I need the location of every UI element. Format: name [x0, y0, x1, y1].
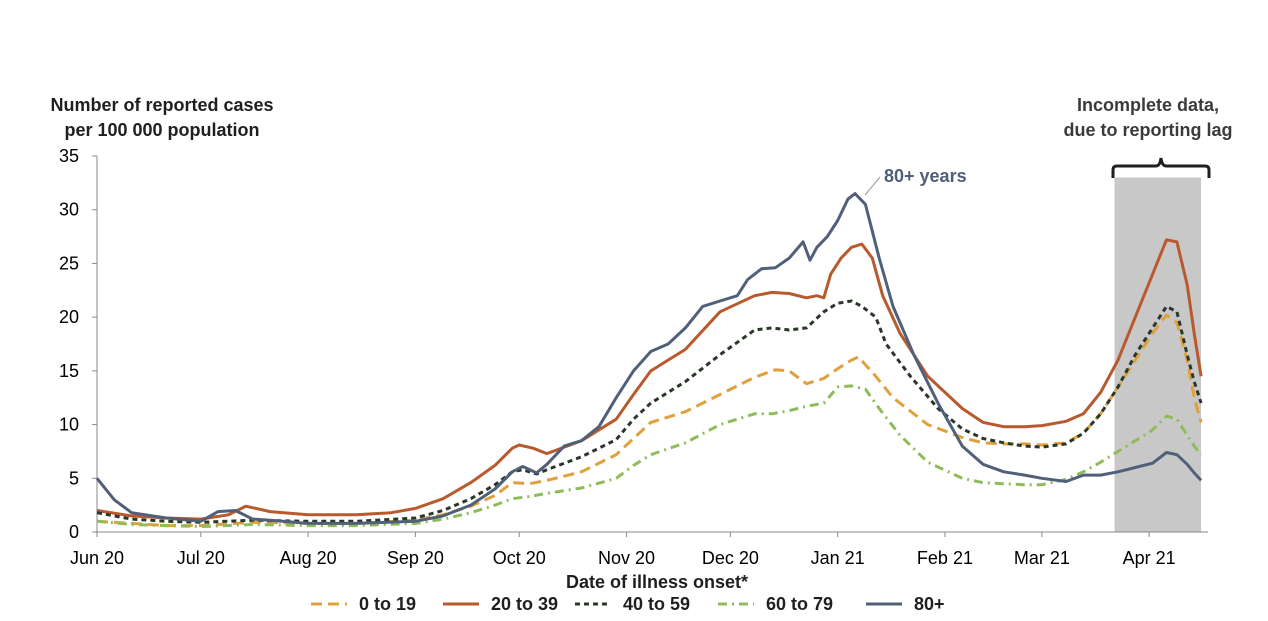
y-axis-title-line-1: Number of reported cases — [50, 95, 273, 115]
series-line-20-to-39 — [96, 238, 1203, 521]
incomplete-data-annotation-line-2: due to reporting lag — [1064, 120, 1233, 140]
y-axis-title-line-2: per 100 000 population — [64, 120, 259, 140]
x-tick-label: Jul 20 — [177, 548, 225, 568]
series-line-0-to-19 — [96, 313, 1203, 528]
x-tick-label: Sep 20 — [387, 548, 444, 568]
incomplete-data-shaded-region — [1114, 177, 1202, 532]
y-tick-label: 5 — [69, 468, 79, 488]
incomplete-data-annotation-line-1: Incomplete data, — [1077, 95, 1219, 115]
series-line-80-plus — [95, 192, 1203, 525]
x-tick-label: Jan 21 — [811, 548, 865, 568]
x-tick-label: Dec 20 — [702, 548, 759, 568]
series-line-40-to-59 — [96, 299, 1203, 524]
legend-label: 40 to 59 — [623, 594, 690, 614]
callout-leader-line — [864, 176, 881, 196]
y-tick-label: 10 — [59, 415, 79, 435]
callout-80-plus: 80+ years — [884, 166, 967, 186]
incomplete-data-brace — [1111, 157, 1211, 178]
x-tick-label: Apr 21 — [1123, 548, 1176, 568]
y-tick-label: 30 — [59, 200, 79, 220]
legend-label: 60 to 79 — [766, 594, 833, 614]
y-tick-label: 20 — [59, 307, 79, 327]
legend-label: 0 to 19 — [359, 594, 416, 614]
x-tick-label: Mar 21 — [1014, 548, 1070, 568]
series-line-60-to-79 — [96, 384, 1203, 529]
y-tick-label: 15 — [59, 361, 79, 381]
y-tick-label: 0 — [69, 522, 79, 542]
y-tick-label: 25 — [59, 253, 79, 273]
x-tick-label: Aug 20 — [280, 548, 337, 568]
x-tick-label: Nov 20 — [598, 548, 655, 568]
x-tick-label: Jun 20 — [70, 548, 124, 568]
legend-label: 20 to 39 — [491, 594, 558, 614]
x-tick-label: Oct 20 — [493, 548, 546, 568]
legend-label: 80+ — [914, 594, 945, 614]
x-tick-label: Feb 21 — [917, 548, 973, 568]
x-axis-title: Date of illness onset* — [566, 572, 748, 592]
y-tick-label: 35 — [59, 146, 79, 166]
